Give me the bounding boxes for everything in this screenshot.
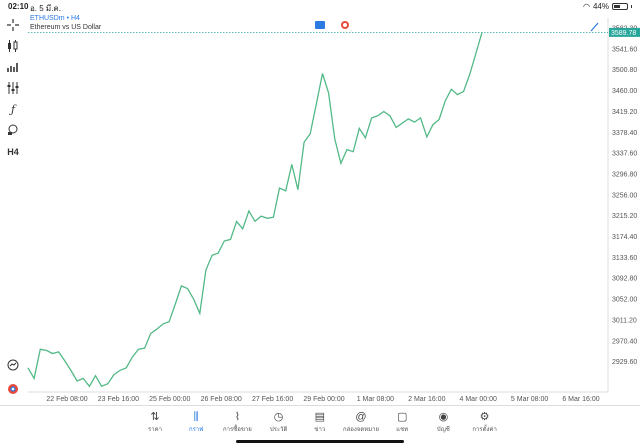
y-tick-label: 3092.80 xyxy=(612,276,637,283)
x-tick-label: 26 Feb 08:00 xyxy=(201,396,242,403)
battery-icon xyxy=(612,3,628,10)
nav-label: ข่าว xyxy=(314,427,326,433)
nav-label: การซื้อขาย xyxy=(222,427,252,433)
chat-icon: ▢ xyxy=(396,411,408,423)
chart-toolbar: ƒ H4 xyxy=(0,14,26,404)
y-tick-label: 3419.20 xyxy=(612,109,637,116)
nav-label: แชท xyxy=(396,427,409,433)
symbol-name[interactable]: ETHUSDm xyxy=(30,15,65,22)
y-tick-label: 3215.20 xyxy=(612,213,637,220)
y-tick-label: 3256.00 xyxy=(612,192,637,199)
timeframe-button[interactable]: H4 xyxy=(7,147,19,157)
trade-buttons[interactable] xyxy=(315,21,349,29)
crosshair-icon[interactable] xyxy=(5,17,21,33)
chart-header: ETHUSDm • H4 Ethereum vs US Dollar xyxy=(30,14,101,32)
settings-icon: ⚙ xyxy=(479,411,490,423)
current-price-tag xyxy=(609,27,640,37)
x-tick-label: 22 Feb 08:00 xyxy=(46,396,87,403)
symbol-description: Ethereum vs US Dollar xyxy=(30,24,102,31)
chart-icon: ⫼ xyxy=(193,411,199,423)
nav-history[interactable]: ◷ ประวัติ xyxy=(257,410,301,434)
status-date: อ. 5 มี.ค. xyxy=(30,4,61,13)
news-icon: ▤ xyxy=(314,411,325,423)
y-tick-label: 3337.60 xyxy=(612,151,637,158)
x-tick-label: 25 Feb 00:00 xyxy=(149,396,190,403)
quotes-icon: ⇅ xyxy=(150,411,160,423)
candles-icon[interactable] xyxy=(5,38,21,54)
nav-accounts[interactable]: ◉ บัญชี xyxy=(421,410,465,434)
y-tick-label: 3052.00 xyxy=(612,297,637,304)
objects-icon[interactable] xyxy=(5,122,21,138)
y-tick-label: 2970.40 xyxy=(612,338,637,345)
price-line xyxy=(27,32,483,388)
x-tick-label: 23 Feb 16:00 xyxy=(98,396,139,403)
status-bar: 02:10 อ. 5 มี.ค. ◠ 44% xyxy=(0,0,640,13)
y-tick-label: 3133.60 xyxy=(612,255,637,262)
home-indicator xyxy=(236,440,404,443)
indicators-icon[interactable] xyxy=(5,80,21,96)
y-tick-label: 2929.60 xyxy=(612,359,637,366)
status-time: 02:10 xyxy=(8,2,29,11)
x-tick-label: 27 Feb 16:00 xyxy=(252,396,293,403)
nav-trade[interactable]: ⌇ การซื้อขาย xyxy=(215,410,259,434)
mail-icon: @ xyxy=(355,411,367,423)
trend-tool-icon[interactable] xyxy=(590,22,599,32)
nav-label: กราฟ xyxy=(188,427,204,433)
y-tick-label: 3378.40 xyxy=(612,130,637,137)
nav-label: ราคา xyxy=(148,427,162,433)
x-tick-label: 2 Mar 16:00 xyxy=(408,396,445,403)
nav-news[interactable]: ▤ ข่าว xyxy=(298,410,342,434)
one-click-trading-icon[interactable] xyxy=(5,381,21,397)
account-icon: ◉ xyxy=(438,411,449,423)
y-tick-label: 3174.40 xyxy=(612,234,637,241)
nav-chat[interactable]: ▢ แชท xyxy=(380,410,424,434)
wifi-icon: ◠ xyxy=(583,2,590,11)
trade-icon: ⌇ xyxy=(234,411,241,423)
function-icon[interactable]: ƒ xyxy=(10,102,16,116)
y-tick-label: 3011.20 xyxy=(612,317,637,324)
battery-percent: 44% xyxy=(592,2,609,11)
nav-label: ประวัติ xyxy=(269,427,288,433)
current-price-label: 3589.78 xyxy=(611,30,636,37)
nav-label: กล่องจดหมาย xyxy=(342,427,380,433)
nav-label: การตั้งค่า xyxy=(472,427,497,433)
y-tick-label: 3296.80 xyxy=(612,171,637,178)
nav-chart[interactable]: ⫼ กราฟ xyxy=(174,410,218,434)
nav-settings[interactable]: ⚙ การตั้งค่า xyxy=(463,410,507,434)
y-tick-label: 3541.60 xyxy=(612,46,637,53)
price-chart[interactable]: 22 Feb 08:00 23 Feb 16:00 25 Feb 00:00 26 F… xyxy=(0,0,640,405)
x-tick-label: 5 Mar 08:00 xyxy=(511,396,548,403)
nav-mailbox[interactable]: @ กล่องจดหมาย xyxy=(339,410,383,434)
chart-search-icon[interactable] xyxy=(5,357,21,373)
status-right: ◠ 44% xyxy=(583,2,632,11)
y-tick-label: 3500.80 xyxy=(612,67,637,74)
nav-label: บัญชี xyxy=(436,427,450,433)
x-tick-label: 1 Mar 08:00 xyxy=(357,396,394,403)
y-tick-label: 3460.00 xyxy=(612,88,637,95)
timeframe-label: • H4 xyxy=(66,15,80,22)
history-icon: ◷ xyxy=(273,411,284,423)
buy-sell-icon[interactable] xyxy=(315,21,325,29)
nav-quotes[interactable]: ⇅ ราคา xyxy=(133,410,177,434)
x-tick-label: 6 Mar 16:00 xyxy=(562,396,599,403)
volume-icon[interactable] xyxy=(5,59,21,75)
x-tick-label: 29 Feb 00:00 xyxy=(303,396,344,403)
x-tick-label: 4 Mar 00:00 xyxy=(460,396,497,403)
